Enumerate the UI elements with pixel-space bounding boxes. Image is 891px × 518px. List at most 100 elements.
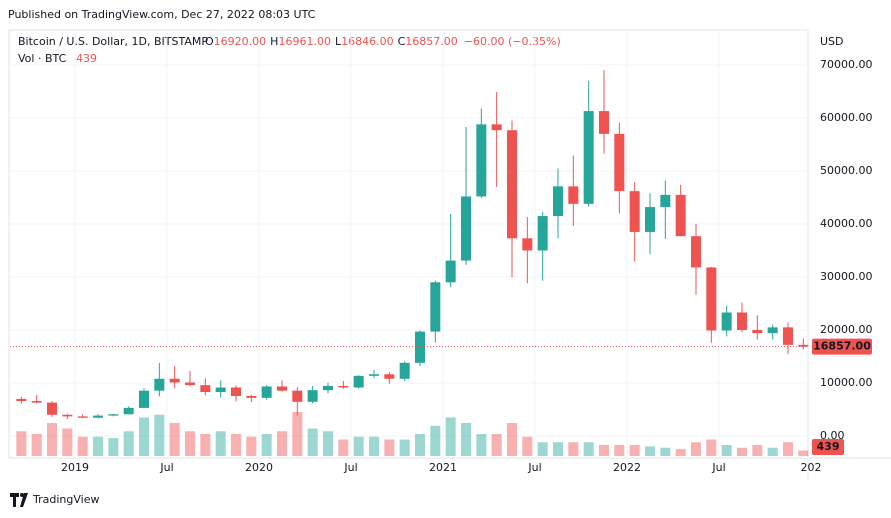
ohlc-value: 16920.00 bbox=[214, 35, 267, 48]
candle-body bbox=[16, 398, 27, 402]
candle-body bbox=[721, 312, 732, 331]
volume-bar bbox=[430, 425, 441, 456]
ohlc-key: L bbox=[335, 35, 342, 48]
candle-body bbox=[430, 282, 441, 332]
volume-bar bbox=[752, 445, 763, 456]
candle-body bbox=[108, 414, 119, 416]
ohlc-value: 16961.00 bbox=[278, 35, 331, 48]
volume-bar bbox=[62, 428, 73, 456]
volume-bar bbox=[246, 436, 257, 456]
volume-bar bbox=[338, 439, 349, 456]
logo bbox=[10, 493, 28, 507]
x-tick-label: 2022 bbox=[613, 461, 641, 474]
published: Published on TradingView.com, Dec 27, 20… bbox=[8, 8, 316, 21]
candle-body bbox=[614, 133, 625, 192]
volume-bar bbox=[261, 434, 272, 456]
volume-bar bbox=[123, 431, 134, 456]
volume-bar bbox=[93, 436, 103, 456]
candle-body bbox=[706, 267, 717, 331]
candle-body bbox=[798, 344, 809, 347]
candle-body bbox=[369, 374, 379, 376]
volume-bar bbox=[675, 449, 686, 456]
candle-body bbox=[307, 390, 318, 402]
candle-body bbox=[123, 407, 134, 415]
candle-body bbox=[261, 386, 272, 398]
ohlc-value: 16857.00 bbox=[405, 35, 458, 48]
candle-body bbox=[522, 238, 533, 251]
candle-body bbox=[169, 378, 180, 383]
volume-bar bbox=[307, 428, 318, 456]
candle-body bbox=[77, 416, 88, 418]
candle-body bbox=[93, 415, 103, 418]
y-tick-label: 20000.00 bbox=[820, 323, 873, 336]
candle-body bbox=[660, 194, 671, 208]
ohlc-key: H bbox=[270, 35, 278, 48]
candle-body bbox=[645, 207, 655, 232]
candle-body bbox=[62, 414, 73, 417]
candle-body bbox=[31, 401, 42, 403]
volume-bar bbox=[522, 436, 533, 456]
candle-body bbox=[599, 111, 609, 134]
y-tick-label: 60000.00 bbox=[820, 111, 873, 124]
currency: USD bbox=[820, 35, 844, 48]
volume-bar bbox=[169, 423, 180, 456]
volume-bar bbox=[737, 447, 747, 456]
ohlc-value: 16846.00 bbox=[341, 35, 394, 48]
volume-bar bbox=[31, 434, 42, 456]
candle-body bbox=[629, 191, 640, 232]
candle-body bbox=[353, 375, 364, 388]
volume-bar bbox=[507, 423, 517, 456]
volume-bar bbox=[231, 434, 241, 456]
volume-bar bbox=[721, 445, 732, 456]
volume-bar bbox=[783, 442, 793, 456]
candle-body bbox=[277, 386, 287, 391]
volume-bar bbox=[491, 434, 502, 456]
volume-bar bbox=[277, 431, 287, 456]
volume-bar bbox=[16, 431, 27, 456]
x-tick-label: Jul bbox=[711, 461, 725, 474]
candle-body bbox=[292, 390, 303, 402]
volume-bar bbox=[200, 434, 211, 456]
ohlc-key: C bbox=[398, 35, 406, 48]
candle-body bbox=[767, 327, 778, 334]
volume-bar bbox=[706, 439, 717, 456]
candle-body bbox=[537, 216, 548, 251]
volume-bar bbox=[583, 442, 594, 456]
candle-body bbox=[338, 385, 349, 388]
volume-bar bbox=[185, 431, 195, 456]
last-price-label: 16857.00 bbox=[813, 340, 871, 353]
candle-body bbox=[200, 385, 211, 393]
candle-body bbox=[691, 236, 701, 268]
volume-bar bbox=[108, 438, 119, 456]
volume-bar bbox=[798, 450, 809, 456]
footer-brand: TradingView bbox=[32, 493, 99, 506]
y-tick-label: 70000.00 bbox=[820, 58, 873, 71]
candle-body bbox=[445, 260, 456, 283]
candle-body bbox=[737, 312, 747, 330]
volume-bar bbox=[461, 423, 471, 456]
volume-bar bbox=[599, 445, 609, 456]
candle-body bbox=[461, 196, 471, 261]
volume-bar bbox=[568, 442, 579, 456]
candle-body bbox=[323, 385, 333, 391]
volume-bar bbox=[537, 442, 548, 456]
x-tick-label: Jul bbox=[527, 461, 541, 474]
candle-body bbox=[399, 362, 410, 379]
x-tick-label: 2019 bbox=[61, 461, 89, 474]
volume-bar bbox=[614, 445, 625, 456]
volume-bar bbox=[323, 431, 333, 456]
x-tick-label: 202 bbox=[801, 461, 822, 474]
candle-body bbox=[568, 186, 579, 204]
volume-bar bbox=[645, 446, 655, 456]
volume-bar bbox=[553, 442, 563, 456]
last-volume-label: 439 bbox=[817, 440, 840, 453]
candle-body bbox=[675, 194, 686, 237]
candle-body bbox=[154, 378, 165, 391]
x-tick-label: Jul bbox=[159, 461, 173, 474]
volume-bar bbox=[154, 414, 165, 456]
volume-bar bbox=[476, 434, 487, 456]
x-tick-label: 2021 bbox=[429, 461, 457, 474]
candle-body bbox=[47, 402, 57, 415]
